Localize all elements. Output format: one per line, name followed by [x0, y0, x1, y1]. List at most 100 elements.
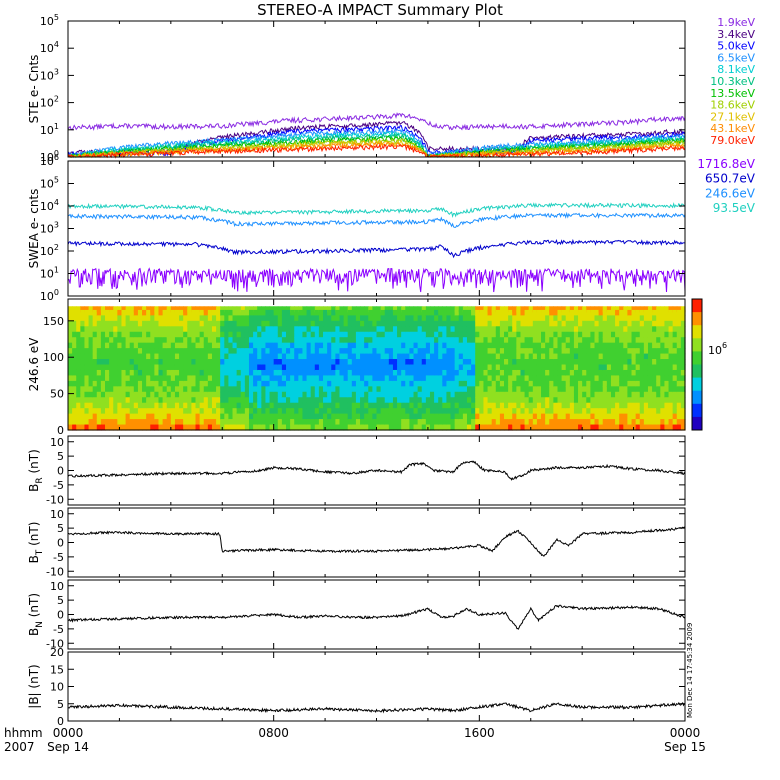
heatmap-cell: [100, 348, 106, 355]
heatmap-cell: [323, 348, 328, 355]
heatmap-cell: [158, 359, 164, 366]
heatmap-cell: [392, 397, 398, 404]
heatmap-cell: [187, 337, 192, 344]
heatmap-cell: [499, 315, 505, 322]
ytick-label: 5: [57, 698, 64, 711]
heatmap-cell: [586, 364, 591, 371]
heatmap-cell: [248, 348, 254, 355]
heatmap-cell: [606, 380, 612, 387]
heatmap-cell: [240, 342, 246, 349]
heatmap-cell: [179, 391, 184, 398]
heatmap-cell: [228, 424, 234, 431]
heatmap-cell: [191, 320, 197, 327]
heatmap-cell: [76, 359, 81, 366]
heatmap-cell: [520, 331, 526, 338]
heatmap-cell: [306, 408, 312, 415]
heatmap-cell: [257, 306, 262, 313]
heatmap-cell: [96, 353, 102, 360]
heatmap-cell: [273, 391, 279, 398]
heatmap-cell: [80, 380, 86, 387]
heatmap-cell: [532, 342, 538, 349]
heatmap-cell: [154, 386, 160, 393]
heatmap-cell: [466, 386, 472, 393]
heatmap-cell: [536, 375, 542, 382]
heatmap-cell: [290, 397, 295, 404]
heatmap-cell: [166, 320, 172, 327]
heatmap-cell: [668, 315, 674, 322]
heatmap-cell: [100, 337, 106, 344]
heatmap-cell: [261, 397, 267, 404]
heatmap-cell: [360, 353, 365, 360]
heatmap-cell: [499, 419, 505, 426]
heatmap-cell: [380, 326, 386, 333]
heatmap-cell: [520, 320, 526, 327]
heatmap-cell: [504, 348, 509, 355]
heatmap-cell: [520, 424, 526, 431]
heatmap-cell: [508, 391, 513, 398]
heatmap-cell: [343, 369, 349, 377]
heatmap-cell: [565, 342, 571, 349]
heatmap-cell: [631, 364, 637, 371]
heatmap-cell: [565, 364, 571, 371]
heatmap-cell: [615, 364, 620, 371]
heatmap-cell: [84, 419, 90, 426]
heatmap-cell: [232, 419, 238, 426]
heatmap-cell: [150, 397, 155, 404]
legend-ste-7: 18.6keV: [710, 99, 755, 112]
heatmap-cell: [142, 309, 147, 316]
heatmap-cell: [532, 320, 538, 327]
heatmap-cell: [125, 375, 131, 382]
heatmap-cell: [627, 331, 633, 338]
heatmap-cell: [331, 364, 336, 371]
heatmap-cell: [364, 419, 369, 426]
heatmap-cell: [290, 419, 295, 426]
heatmap-cell: [561, 424, 567, 431]
heatmap-cell: [72, 375, 77, 382]
ytick-exponent: 1: [54, 266, 59, 275]
heatmap-cell: [376, 419, 382, 426]
heatmap-cell: [96, 413, 102, 420]
heatmap-cell: [417, 309, 423, 316]
heatmap-cell: [615, 315, 620, 322]
colorbar-segment: [692, 325, 702, 339]
heatmap-cell: [174, 309, 180, 316]
ytick-label: 0: [57, 537, 64, 550]
heatmap-cell: [495, 315, 501, 322]
heatmap-cell: [528, 309, 534, 316]
heatmap-cell: [541, 397, 546, 404]
heatmap-cell: [680, 315, 686, 322]
heatmap-cell: [454, 424, 460, 431]
heatmap-cell: [606, 342, 612, 349]
heatmap-cell: [647, 380, 653, 387]
heatmap-cell: [388, 375, 394, 382]
heatmap-cell: [286, 337, 291, 344]
heatmap-cell: [590, 424, 596, 431]
heatmap-cell: [146, 353, 151, 360]
heatmap-cell: [327, 419, 332, 426]
heatmap-cell: [606, 359, 612, 366]
heatmap-cell: [635, 315, 641, 322]
heatmap-cell: [216, 342, 221, 349]
heatmap-cell: [454, 380, 460, 387]
heatmap-cell: [277, 364, 283, 371]
heatmap-cell: [610, 359, 616, 366]
heatmap-cell: [286, 320, 291, 327]
heatmap-cell: [557, 315, 563, 322]
heatmap-cell: [269, 391, 275, 398]
heatmap-cell: [236, 309, 242, 316]
heatmap-cell: [479, 326, 485, 333]
heatmap-cell: [100, 402, 106, 409]
heatmap-cell: [351, 386, 357, 393]
heatmap-cell: [676, 359, 682, 366]
heatmap-cell: [504, 306, 509, 313]
heatmap-cell: [594, 309, 600, 316]
heatmap-cell: [590, 353, 596, 360]
heatmap-cell: [454, 369, 460, 377]
heatmap-cell: [487, 306, 493, 313]
heatmap-cell: [462, 353, 468, 360]
heatmap-cell: [668, 419, 674, 426]
heatmap-cell: [170, 419, 176, 426]
heatmap-cell: [364, 380, 369, 387]
heatmap-cell: [652, 353, 657, 360]
heatmap-cell: [360, 364, 365, 371]
